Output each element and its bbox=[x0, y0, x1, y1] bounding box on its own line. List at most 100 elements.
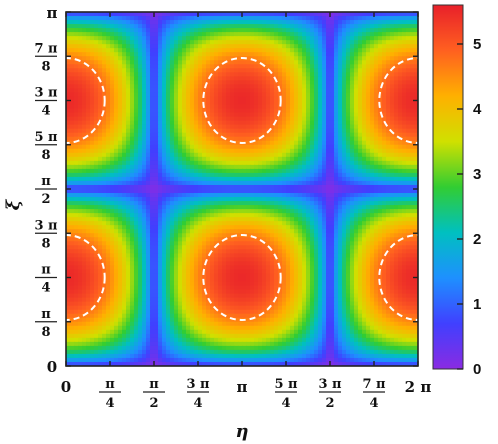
heatmap-cell bbox=[390, 96, 395, 102]
heatmap-cell bbox=[326, 96, 331, 102]
heatmap-cell bbox=[402, 104, 407, 110]
heatmap-cell bbox=[198, 120, 203, 126]
heatmap-cell bbox=[282, 205, 287, 210]
heatmap-cell bbox=[346, 104, 351, 110]
heatmap-cell bbox=[198, 225, 203, 230]
heatmap-cell bbox=[154, 225, 159, 230]
heatmap-cell bbox=[70, 189, 75, 194]
heatmap-cell bbox=[246, 116, 251, 122]
heatmap-cell bbox=[342, 197, 347, 202]
heatmap-cell bbox=[374, 76, 379, 81]
heatmap-cell bbox=[398, 72, 403, 77]
heatmap-cell bbox=[226, 156, 231, 162]
heatmap-cell bbox=[366, 209, 371, 214]
heatmap-cell bbox=[350, 68, 355, 73]
heatmap-cell bbox=[234, 76, 239, 81]
heatmap-cell bbox=[186, 48, 191, 53]
heatmap-cell bbox=[206, 20, 211, 25]
heatmap-cell bbox=[86, 172, 91, 178]
heatmap-cell bbox=[298, 229, 303, 234]
heatmap-cell bbox=[94, 76, 99, 81]
heatmap-cell bbox=[154, 108, 159, 114]
heatmap-cell bbox=[70, 176, 75, 182]
heatmap-cell bbox=[358, 193, 363, 198]
heatmap-cell bbox=[270, 76, 275, 81]
heatmap-cell bbox=[206, 233, 211, 238]
heatmap-cell bbox=[230, 52, 235, 57]
heatmap-cell bbox=[306, 108, 311, 114]
heatmap-cell bbox=[382, 233, 387, 238]
heatmap-cell bbox=[362, 32, 367, 37]
heatmap-cell bbox=[382, 80, 387, 86]
heatmap-cell bbox=[70, 229, 75, 234]
heatmap-cell bbox=[230, 40, 235, 45]
heatmap-cell bbox=[66, 36, 71, 41]
heatmap-cell bbox=[206, 184, 211, 190]
heatmap-cell bbox=[274, 36, 279, 41]
heatmap-cell bbox=[134, 237, 139, 242]
heatmap-cell bbox=[218, 12, 223, 17]
heatmap-cell bbox=[398, 116, 403, 122]
heatmap-cell bbox=[174, 201, 179, 206]
heatmap-cell bbox=[326, 56, 331, 61]
heatmap-cell bbox=[374, 64, 379, 69]
heatmap-cell bbox=[270, 80, 275, 86]
heatmap-cell bbox=[238, 156, 243, 162]
heatmap-cell bbox=[378, 209, 383, 214]
heatmap-cell bbox=[330, 233, 335, 238]
heatmap-cell bbox=[394, 40, 399, 45]
heatmap-cell bbox=[170, 213, 175, 218]
heatmap-cell bbox=[338, 217, 343, 222]
heatmap-cell bbox=[178, 176, 183, 182]
heatmap-cell bbox=[318, 108, 323, 114]
heatmap-cell bbox=[230, 120, 235, 126]
heatmap-cell bbox=[142, 217, 147, 222]
heatmap-cell bbox=[226, 233, 231, 238]
heatmap-cell bbox=[402, 201, 407, 206]
heatmap-cell bbox=[162, 36, 167, 41]
heatmap-cell bbox=[170, 16, 175, 21]
heatmap-cell bbox=[274, 180, 279, 186]
heatmap-cell bbox=[374, 112, 379, 118]
heatmap-cell bbox=[202, 176, 207, 182]
heatmap-cell bbox=[126, 180, 131, 186]
heatmap-cell bbox=[290, 36, 295, 41]
heatmap-cell bbox=[314, 156, 319, 162]
heatmap-cell bbox=[298, 44, 303, 49]
heatmap-cell bbox=[282, 140, 287, 146]
heatmap-cell bbox=[150, 213, 155, 218]
heatmap-cell bbox=[306, 136, 311, 142]
heatmap-cell bbox=[262, 32, 267, 37]
heatmap-cell bbox=[378, 221, 383, 226]
heatmap-cell bbox=[262, 92, 267, 98]
heatmap-cell bbox=[130, 197, 135, 202]
heatmap-cell bbox=[126, 108, 131, 114]
heatmap-cell bbox=[402, 160, 407, 166]
heatmap-cell bbox=[134, 189, 139, 194]
heatmap-cell bbox=[342, 184, 347, 190]
heatmap-cell bbox=[206, 108, 211, 114]
heatmap-cell bbox=[278, 225, 283, 230]
heatmap-cell bbox=[138, 32, 143, 37]
heatmap-cell bbox=[66, 84, 71, 90]
heatmap-cell bbox=[366, 108, 371, 114]
heatmap-cell bbox=[178, 193, 183, 198]
heatmap-cell bbox=[254, 112, 259, 118]
heatmap-cell bbox=[90, 44, 95, 49]
heatmap-cell bbox=[306, 60, 311, 65]
heatmap-cell bbox=[306, 197, 311, 202]
heatmap-cell bbox=[138, 108, 143, 114]
heatmap-cell bbox=[190, 116, 195, 122]
heatmap-cell bbox=[214, 132, 219, 138]
heatmap-cell bbox=[326, 209, 331, 214]
heatmap-cell bbox=[182, 184, 187, 190]
heatmap-cell bbox=[338, 64, 343, 69]
heatmap-cell bbox=[310, 148, 315, 154]
heatmap-cell bbox=[218, 193, 223, 198]
heatmap-cell bbox=[298, 12, 303, 17]
heatmap-cell bbox=[102, 237, 107, 242]
heatmap-cell bbox=[366, 128, 371, 134]
heatmap-cell bbox=[78, 92, 83, 98]
heatmap-cell bbox=[198, 24, 203, 29]
heatmap-cell bbox=[158, 180, 163, 186]
